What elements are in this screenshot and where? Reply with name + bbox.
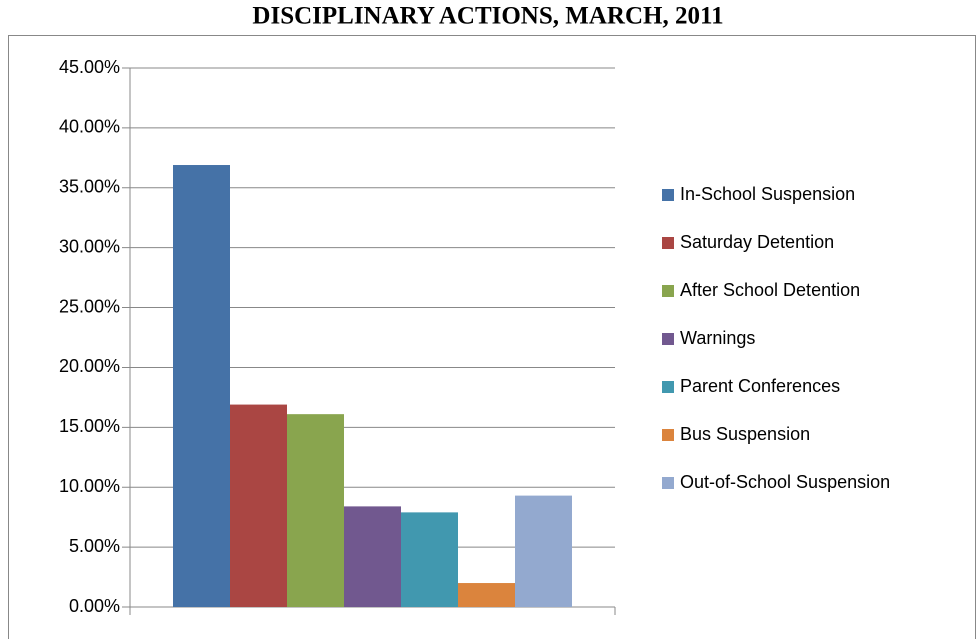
legend-swatch	[662, 237, 674, 249]
bar	[458, 583, 515, 607]
y-tick-label: 30.00%	[59, 236, 120, 256]
chart-border	[8, 35, 976, 639]
legend-swatch	[662, 333, 674, 345]
legend-label: Warnings	[680, 328, 755, 348]
bar	[344, 506, 401, 607]
legend-swatch	[662, 477, 674, 489]
bar	[515, 495, 572, 607]
bar	[401, 512, 458, 607]
chart-title: DISCIPLINARY ACTIONS, MARCH, 2011	[252, 3, 723, 30]
legend-swatch	[662, 189, 674, 201]
y-tick-label: 20.00%	[59, 356, 120, 376]
legend-label: In-School Suspension	[680, 184, 855, 204]
legend-label: Bus Suspension	[680, 424, 810, 444]
legend-label: Saturday Detention	[680, 232, 834, 252]
y-tick-label: 15.00%	[59, 416, 120, 436]
legend-label: Parent Conferences	[680, 376, 840, 396]
y-tick-label: 5.00%	[69, 536, 120, 556]
y-tick-label: 45.00%	[59, 57, 120, 77]
legend-label: Out-of-School Suspension	[680, 472, 890, 492]
bar	[173, 165, 230, 607]
y-tick-label: 25.00%	[59, 296, 120, 316]
bar	[230, 404, 287, 607]
y-tick-label: 0.00%	[69, 596, 120, 616]
legend-swatch	[662, 381, 674, 393]
bar	[287, 414, 344, 607]
legend-label: After School Detention	[680, 280, 860, 300]
legend-swatch	[662, 285, 674, 297]
y-tick-label: 40.00%	[59, 117, 120, 137]
y-tick-label: 35.00%	[59, 177, 120, 197]
y-tick-label: 10.00%	[59, 476, 120, 496]
legend-swatch	[662, 429, 674, 441]
